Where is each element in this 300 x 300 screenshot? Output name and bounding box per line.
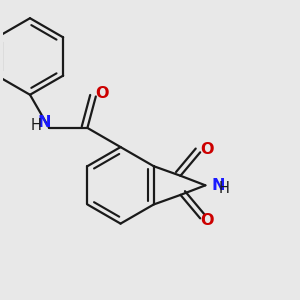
Text: H: H	[31, 118, 42, 133]
Text: O: O	[200, 213, 213, 228]
Text: O: O	[96, 86, 109, 101]
Text: H: H	[219, 182, 230, 196]
Text: N: N	[38, 115, 52, 130]
Text: N: N	[212, 178, 225, 193]
Text: O: O	[200, 142, 213, 158]
